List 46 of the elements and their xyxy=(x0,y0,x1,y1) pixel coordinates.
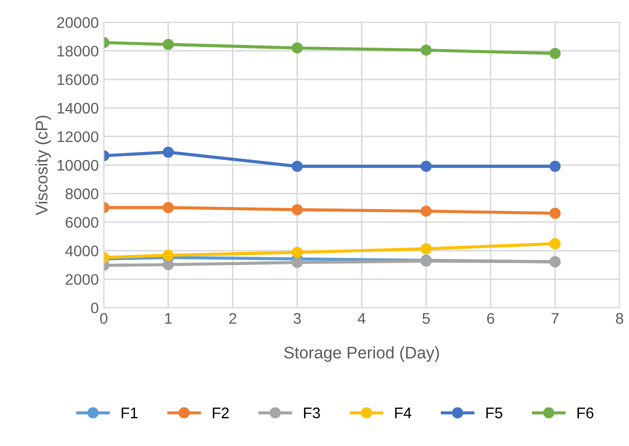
point xyxy=(550,238,561,250)
legend-label: F3 xyxy=(304,408,320,418)
point xyxy=(420,160,432,172)
y-tick-label: 16000 xyxy=(58,74,98,86)
y-tick-label: 14000 xyxy=(58,102,98,114)
x-axis-title: Storage Period (Day) xyxy=(284,346,439,362)
point xyxy=(162,146,174,158)
y-tick-label: 4000 xyxy=(65,246,98,256)
x-tick-label: 1 xyxy=(165,313,172,324)
y-tick-label: 2000 xyxy=(66,274,98,285)
point xyxy=(292,256,303,268)
y-tick-label: 18000 xyxy=(58,46,98,57)
point xyxy=(162,202,174,214)
point xyxy=(420,243,432,254)
x-tick-label: 3 xyxy=(294,313,301,324)
y-tick-label: 10000 xyxy=(58,160,98,171)
point xyxy=(292,42,303,54)
x-tick-label: 5 xyxy=(422,313,430,324)
point xyxy=(550,208,561,219)
x-tick-label: 6 xyxy=(487,313,494,324)
x-tick-label: 7 xyxy=(552,313,559,324)
point xyxy=(162,250,174,261)
point xyxy=(420,44,432,56)
point xyxy=(292,160,303,172)
y-tick-label: 20000 xyxy=(57,17,98,28)
legend-label: F4 xyxy=(395,408,412,418)
point xyxy=(292,204,303,216)
y-axis-title: Viscosity (cP) xyxy=(35,116,51,216)
y-tick-label: 12000 xyxy=(58,131,98,142)
x-tick-label: 4 xyxy=(358,313,366,324)
x-tick-label: 0 xyxy=(100,313,108,324)
x-tick-label: 8 xyxy=(616,313,624,324)
point xyxy=(550,160,561,172)
x-tick-label: 2 xyxy=(229,313,236,324)
y-tick-label: 8000 xyxy=(66,188,98,200)
point xyxy=(292,246,303,258)
legend-label: F2 xyxy=(212,408,229,418)
y-tick-label: 6000 xyxy=(66,216,98,228)
point xyxy=(162,259,174,270)
point xyxy=(162,38,174,50)
y-tick-label: 0 xyxy=(91,302,98,314)
point xyxy=(420,206,432,217)
legend-label: F5 xyxy=(486,408,502,418)
legend-label: F1 xyxy=(122,408,138,418)
point xyxy=(550,48,561,59)
legend-label: F6 xyxy=(578,408,594,418)
